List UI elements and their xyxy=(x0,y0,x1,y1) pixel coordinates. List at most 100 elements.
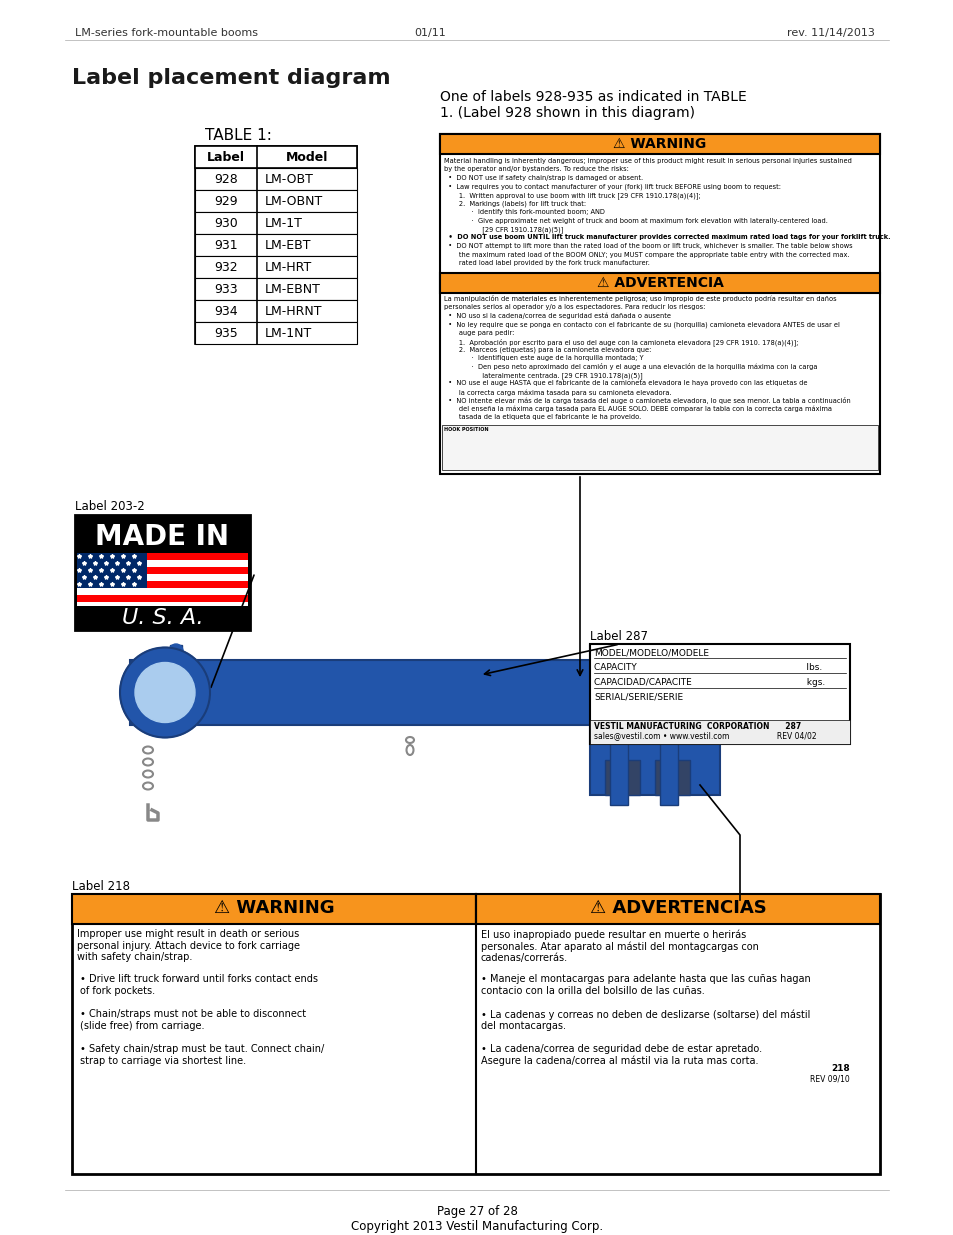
Text: lateralmente centrada. [29 CFR 1910.178(a)(5)]: lateralmente centrada. [29 CFR 1910.178(… xyxy=(443,372,642,379)
Text: CAPACIDAD/CAPACITE                                        kgs.: CAPACIDAD/CAPACITE kgs. xyxy=(594,678,824,687)
Text: [29 CFR 1910.178(a)(5)]: [29 CFR 1910.178(a)(5)] xyxy=(443,226,563,232)
Text: ·  Identify this fork-mounted boom; AND: · Identify this fork-mounted boom; AND xyxy=(443,209,604,215)
Text: la correcta carga máxima tasada para su camioneta elevadora.: la correcta carga máxima tasada para su … xyxy=(443,389,671,395)
Text: SERIAL/SERIE/SERIE: SERIAL/SERIE/SERIE xyxy=(594,693,682,701)
Text: •  DO NOT attempt to lift more than the rated load of the boom or lift truck, wh: • DO NOT attempt to lift more than the r… xyxy=(443,243,852,249)
Text: •  DO NOT use if safety chain/strap is damaged or absent.: • DO NOT use if safety chain/strap is da… xyxy=(443,175,642,182)
Text: •  Law requires you to contact manufacturer of your (fork) lift truck BEFORE usi: • Law requires you to contact manufactur… xyxy=(443,184,781,190)
Text: •  NO intente elevar más de la carga tasada del auge o camioneta elevadora, lo q: • NO intente elevar más de la carga tasa… xyxy=(443,398,850,405)
Text: 935: 935 xyxy=(213,327,237,340)
Text: • La cadena/correa de seguridad debe de estar apretado.
Asegure la cadena/correa: • La cadena/correa de seguridad debe de … xyxy=(480,1044,761,1066)
Bar xyxy=(194,256,356,278)
Text: El uso inapropiado puede resultar en muerte o herirás
personales. Atar aparato a: El uso inapropiado puede resultar en mue… xyxy=(480,929,758,963)
Text: Label 287: Label 287 xyxy=(589,630,647,643)
Bar xyxy=(77,595,248,601)
Bar xyxy=(77,553,147,588)
Bar xyxy=(609,725,627,805)
Bar xyxy=(77,553,248,559)
Text: One of labels 928-935 as indicated in TABLE
1. (Label 928 shown in this diagram): One of labels 928-935 as indicated in TA… xyxy=(439,90,746,120)
Text: MODEL/MODELO/MODELE: MODEL/MODELO/MODELE xyxy=(594,648,708,657)
Text: LM-OBNT: LM-OBNT xyxy=(265,195,323,207)
Text: • La cadenas y correas no deben de deslizarse (soltarse) del mástil
del montacar: • La cadenas y correas no deben de desli… xyxy=(480,1009,809,1031)
Bar xyxy=(194,278,356,300)
Bar xyxy=(194,300,356,322)
Text: 928: 928 xyxy=(213,173,237,186)
Bar xyxy=(439,135,879,474)
Bar xyxy=(439,273,879,293)
Text: Copyright 2013 Vestil Manufacturing Corp.: Copyright 2013 Vestil Manufacturing Corp… xyxy=(351,1220,602,1233)
Bar xyxy=(75,515,250,630)
Text: ·  Give approximate net weight of truck and boom at maximum fork elevation with : · Give approximate net weight of truck a… xyxy=(443,217,827,224)
Circle shape xyxy=(169,643,183,658)
Bar xyxy=(77,588,248,595)
Circle shape xyxy=(135,662,194,722)
Bar xyxy=(589,645,720,795)
Text: HOOK POSITION: HOOK POSITION xyxy=(443,427,488,432)
Bar xyxy=(476,894,879,924)
Bar xyxy=(130,659,689,725)
Text: LM-OBT: LM-OBT xyxy=(265,173,314,186)
Text: • Maneje el montacargas para adelante hasta que las cuñas hagan
contacio con la : • Maneje el montacargas para adelante ha… xyxy=(480,974,810,995)
Bar xyxy=(194,233,356,256)
Bar xyxy=(194,168,356,190)
Circle shape xyxy=(120,647,210,737)
Bar xyxy=(194,190,356,212)
Text: ⚠ WARNING: ⚠ WARNING xyxy=(613,137,706,151)
Bar xyxy=(75,606,250,630)
Text: personales serios al operador y/o a los espectadores. Para reducir los riesgos:: personales serios al operador y/o a los … xyxy=(443,304,704,310)
Text: Label: Label xyxy=(207,151,245,164)
Text: •  No ley require que se ponga en contacto con el fabricante de su (horquilla) c: • No ley require que se ponga en contact… xyxy=(443,321,839,327)
Text: •  DO NOT use boom UNTIL lift truck manufacturer provides corrected maximum rate: • DO NOT use boom UNTIL lift truck manuf… xyxy=(443,235,890,241)
Bar xyxy=(194,212,356,233)
Bar xyxy=(439,135,879,154)
Bar xyxy=(589,720,849,743)
Bar xyxy=(194,146,356,345)
Text: •  NO uso si la cadena/correa de seguridad está dañada o ausente: • NO uso si la cadena/correa de segurida… xyxy=(443,312,670,319)
Text: 930: 930 xyxy=(213,217,237,230)
Text: 934: 934 xyxy=(214,305,237,317)
Text: LM-EBT: LM-EBT xyxy=(265,240,312,252)
Bar xyxy=(77,574,248,580)
Text: REV 09/10: REV 09/10 xyxy=(809,1074,849,1083)
Text: 931: 931 xyxy=(214,240,237,252)
Text: 2.  Marceos (etiquetas) para la camioneta elevadora que:: 2. Marceos (etiquetas) para la camioneta… xyxy=(443,347,651,353)
Text: the maximum rated load of the BOOM ONLY; you MUST compare the appropriate table : the maximum rated load of the BOOM ONLY;… xyxy=(443,252,848,258)
Text: del enseña la máxima carga tasada para EL AUGE SOLO. DEBE comparar la tabla con : del enseña la máxima carga tasada para E… xyxy=(443,406,831,412)
Text: sales@vestil.com • www.vestil.com                    REV 04/02: sales@vestil.com • www.vestil.com REV 04… xyxy=(594,731,816,740)
Text: rev. 11/14/2013: rev. 11/14/2013 xyxy=(786,28,874,38)
Text: ⚠ ADVERTENCIAS: ⚠ ADVERTENCIAS xyxy=(589,899,765,918)
Text: ⚠ ADVERTENCIA: ⚠ ADVERTENCIA xyxy=(596,275,722,289)
Text: ⚠ WARNING: ⚠ WARNING xyxy=(213,899,334,918)
Bar xyxy=(77,559,248,567)
Bar xyxy=(604,760,639,795)
Text: 929: 929 xyxy=(214,195,237,207)
Text: Improper use might result in death or serious
personal injury. Attach device to : Improper use might result in death or se… xyxy=(77,929,299,962)
Text: 1.  Written approval to use boom with lift truck [29 CFR 1910.178(a)(4)];: 1. Written approval to use boom with lif… xyxy=(443,191,700,199)
Bar xyxy=(71,894,476,924)
Text: 1.  Aprobación por escrito para el uso del auge con la camioneta elevadora [29 C: 1. Aprobación por escrito para el uso de… xyxy=(443,338,798,346)
Text: LM-HRNT: LM-HRNT xyxy=(265,305,322,317)
Bar xyxy=(77,601,248,609)
Text: 01/11: 01/11 xyxy=(414,28,445,38)
Text: MADE IN: MADE IN xyxy=(95,522,230,551)
Text: 218: 218 xyxy=(830,1065,849,1073)
Text: Page 27 of 28: Page 27 of 28 xyxy=(436,1205,517,1218)
Text: Model: Model xyxy=(286,151,328,164)
Text: • Drive lift truck forward until forks contact ends
of fork pockets.: • Drive lift truck forward until forks c… xyxy=(80,974,317,995)
Bar xyxy=(170,645,182,657)
Bar xyxy=(71,894,879,1174)
Bar xyxy=(194,146,356,168)
Text: Material handling is inherently dangerous; improper use of this product might re: Material handling is inherently dangerou… xyxy=(443,158,851,164)
Text: LM-series fork-mountable booms: LM-series fork-mountable booms xyxy=(75,28,257,38)
Bar xyxy=(659,725,678,805)
Text: Label 218: Label 218 xyxy=(71,881,130,893)
Bar xyxy=(77,567,248,574)
Text: • Safety chain/strap must be taut. Connect chain/
strap to carriage via shortest: • Safety chain/strap must be taut. Conne… xyxy=(80,1044,324,1066)
Text: LM-1NT: LM-1NT xyxy=(265,327,312,340)
Text: La manipulación de materiales es inherentemente peligrosa; uso impropio de este : La manipulación de materiales es inheren… xyxy=(443,295,836,303)
Text: Label 203-2: Label 203-2 xyxy=(75,500,145,513)
Text: LM-HRT: LM-HRT xyxy=(265,261,312,274)
Text: U. S. A.: U. S. A. xyxy=(122,608,203,629)
Text: CAPACITY                                                           lbs.: CAPACITY lbs. xyxy=(594,663,821,672)
Text: tasada de la etiqueta que el fabricante le ha proveido.: tasada de la etiqueta que el fabricante … xyxy=(443,415,640,420)
